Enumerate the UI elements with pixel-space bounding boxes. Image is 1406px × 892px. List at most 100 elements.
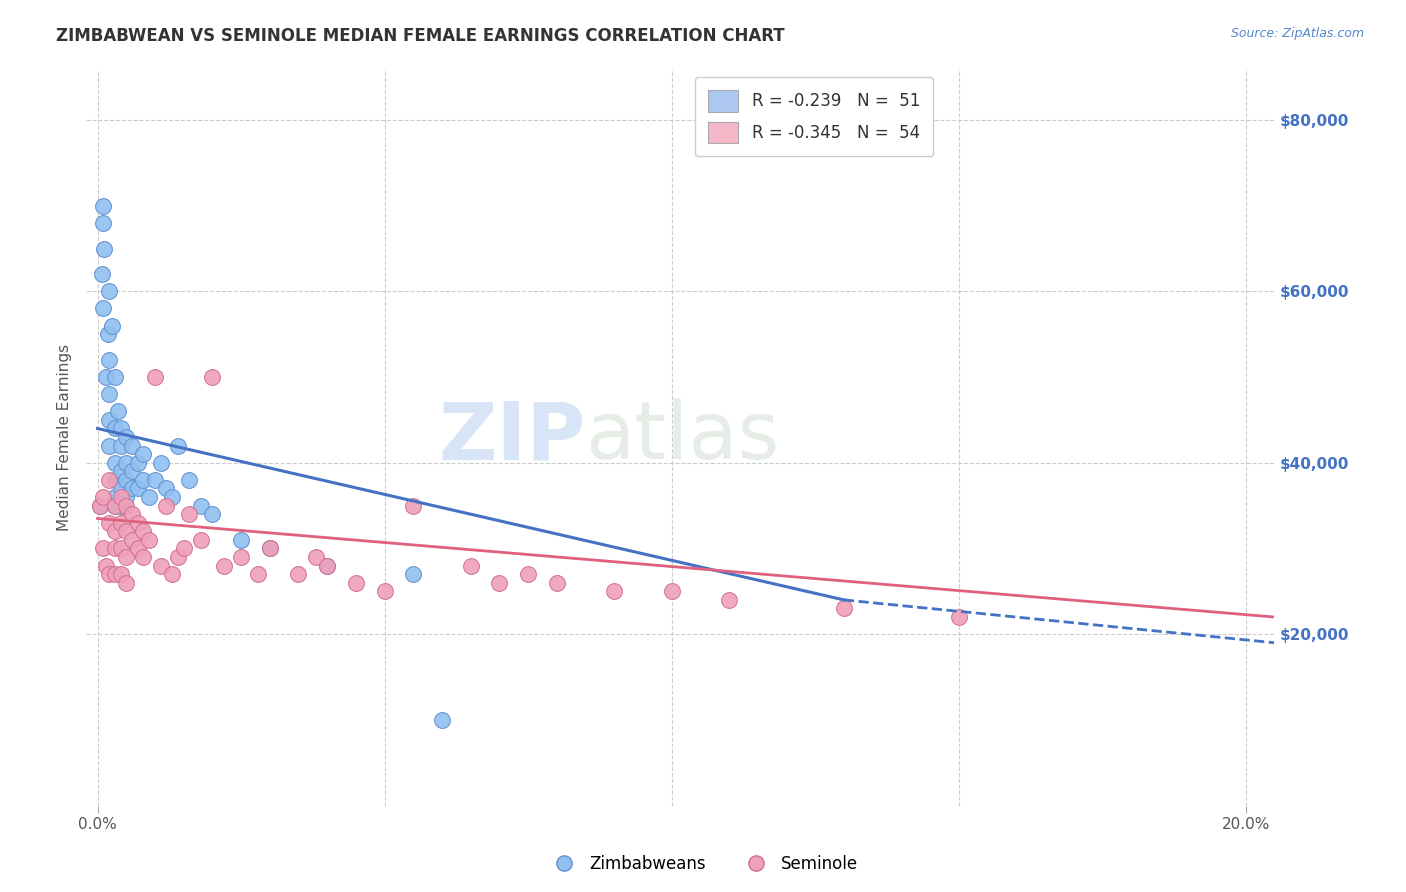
Point bbox=[212, 558, 235, 573]
Point bbox=[160, 490, 183, 504]
Point bbox=[201, 507, 224, 521]
Point bbox=[91, 199, 114, 213]
Point bbox=[107, 404, 129, 418]
Text: Source: ZipAtlas.com: Source: ZipAtlas.com bbox=[1230, 27, 1364, 40]
Point bbox=[259, 541, 281, 556]
Point bbox=[132, 473, 155, 487]
Point bbox=[115, 473, 138, 487]
Point bbox=[121, 464, 143, 478]
Point bbox=[104, 541, 127, 556]
Point bbox=[229, 533, 252, 547]
Point bbox=[344, 575, 367, 590]
Y-axis label: Median Female Earnings: Median Female Earnings bbox=[58, 343, 72, 531]
Point bbox=[104, 524, 127, 539]
Point bbox=[91, 490, 114, 504]
Point bbox=[517, 567, 540, 582]
Point bbox=[98, 473, 121, 487]
Point bbox=[179, 473, 201, 487]
Point bbox=[97, 327, 120, 342]
Point bbox=[160, 567, 183, 582]
Point bbox=[98, 516, 121, 530]
Point bbox=[190, 533, 212, 547]
Point bbox=[98, 387, 121, 401]
Point bbox=[91, 267, 114, 281]
Point bbox=[460, 558, 482, 573]
Point bbox=[89, 499, 111, 513]
Point bbox=[149, 456, 172, 470]
Point bbox=[104, 499, 127, 513]
Point bbox=[832, 601, 855, 615]
Point bbox=[110, 499, 132, 513]
Point bbox=[110, 464, 132, 478]
Point bbox=[110, 567, 132, 582]
Point bbox=[488, 575, 510, 590]
Point bbox=[115, 499, 138, 513]
Point bbox=[149, 558, 172, 573]
Point bbox=[110, 482, 132, 496]
Point bbox=[173, 541, 195, 556]
Point bbox=[287, 567, 309, 582]
Point bbox=[138, 490, 160, 504]
Legend: Zimbabweans, Seminole: Zimbabweans, Seminole bbox=[541, 848, 865, 880]
Point bbox=[167, 439, 190, 453]
Text: atlas: atlas bbox=[585, 398, 779, 476]
Point bbox=[115, 430, 138, 444]
Text: ZIMBABWEAN VS SEMINOLE MEDIAN FEMALE EARNINGS CORRELATION CHART: ZIMBABWEAN VS SEMINOLE MEDIAN FEMALE EAR… bbox=[56, 27, 785, 45]
Legend: R = -0.239   N =  51, R = -0.345   N =  54: R = -0.239 N = 51, R = -0.345 N = 54 bbox=[695, 77, 934, 156]
Point bbox=[143, 473, 166, 487]
Point bbox=[546, 575, 568, 590]
Point bbox=[121, 507, 143, 521]
Point bbox=[155, 482, 177, 496]
Point bbox=[121, 482, 143, 496]
Point bbox=[104, 499, 127, 513]
Point bbox=[316, 558, 339, 573]
Point bbox=[132, 447, 155, 461]
Point bbox=[603, 584, 626, 599]
Point bbox=[138, 533, 160, 547]
Point bbox=[110, 516, 132, 530]
Point bbox=[127, 541, 149, 556]
Point bbox=[229, 549, 252, 564]
Point bbox=[110, 541, 132, 556]
Text: ZIP: ZIP bbox=[437, 398, 585, 476]
Point bbox=[91, 301, 114, 316]
Point bbox=[104, 490, 127, 504]
Point bbox=[91, 216, 114, 230]
Point bbox=[190, 499, 212, 513]
Point bbox=[132, 549, 155, 564]
Point bbox=[305, 549, 328, 564]
Point bbox=[110, 421, 132, 435]
Point bbox=[89, 499, 111, 513]
Point bbox=[121, 439, 143, 453]
Point bbox=[98, 352, 121, 367]
Point bbox=[115, 490, 138, 504]
Point bbox=[259, 541, 281, 556]
Point bbox=[316, 558, 339, 573]
Point bbox=[104, 473, 127, 487]
Point bbox=[402, 499, 425, 513]
Point bbox=[115, 549, 138, 564]
Point bbox=[110, 490, 132, 504]
Point bbox=[98, 285, 121, 299]
Point bbox=[167, 549, 190, 564]
Point bbox=[402, 567, 425, 582]
Point bbox=[98, 567, 121, 582]
Point bbox=[104, 370, 127, 384]
Point bbox=[127, 482, 149, 496]
Point bbox=[179, 507, 201, 521]
Point bbox=[718, 593, 741, 607]
Point bbox=[155, 499, 177, 513]
Point bbox=[98, 413, 121, 427]
Point bbox=[115, 456, 138, 470]
Point bbox=[91, 541, 114, 556]
Point bbox=[96, 558, 118, 573]
Point bbox=[374, 584, 396, 599]
Point bbox=[121, 533, 143, 547]
Point bbox=[127, 456, 149, 470]
Point bbox=[948, 610, 970, 624]
Point bbox=[96, 370, 118, 384]
Point bbox=[247, 567, 270, 582]
Point bbox=[127, 516, 149, 530]
Point bbox=[104, 567, 127, 582]
Point bbox=[115, 575, 138, 590]
